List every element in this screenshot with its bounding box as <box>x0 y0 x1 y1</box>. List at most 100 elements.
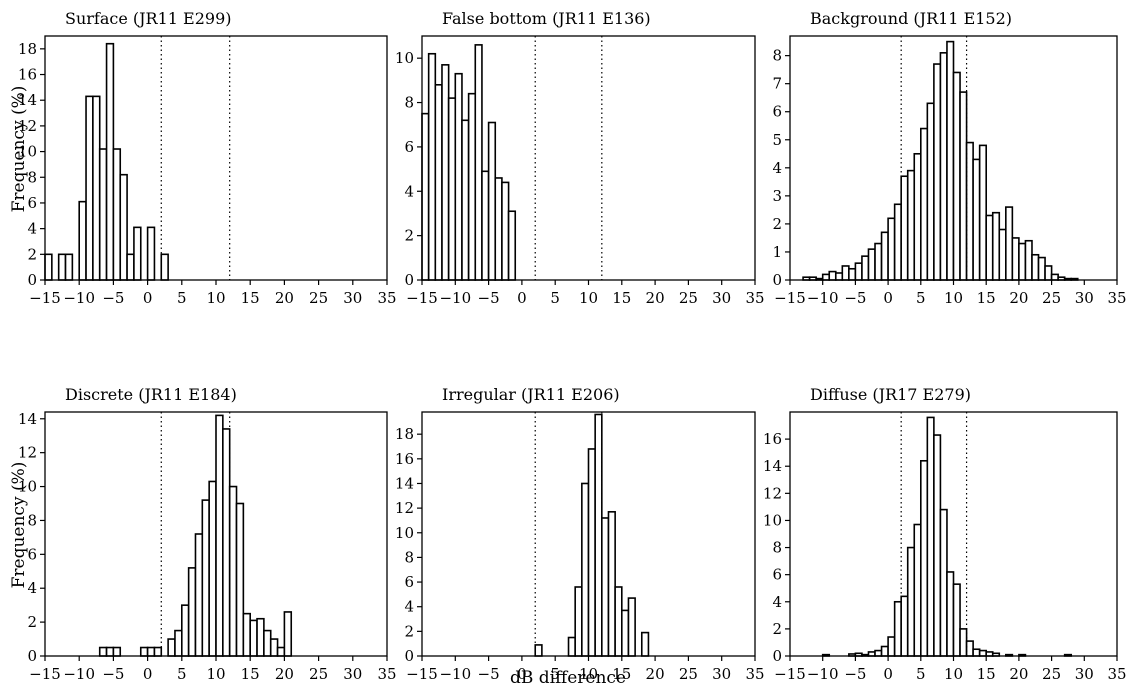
x-tick-label: −5 <box>478 665 500 683</box>
x-tick-label: 5 <box>550 289 560 307</box>
y-tick-label: 2 <box>772 215 782 233</box>
histogram-bar <box>952 71 961 281</box>
histogram-bar <box>112 646 122 657</box>
histogram-bar <box>946 571 955 657</box>
x-tick-label: 10 <box>579 289 598 307</box>
y-tick-label: 1 <box>772 243 782 261</box>
histogram-bar <box>256 617 265 657</box>
y-tick-label: 8 <box>772 47 782 65</box>
x-tick-label: −15 <box>406 289 438 307</box>
histogram-bar <box>587 448 596 657</box>
chart-panel: −15 −10 −5 0 5 10 15 20 25 30 35 0 1 2 3 4 5 6 7 8 Backgroun… <box>772 9 1126 307</box>
y-tick-label: 12 <box>763 484 782 502</box>
x-tick-label: −15 <box>29 665 61 683</box>
x-tick-label: −15 <box>29 289 61 307</box>
x-tick-label: 15 <box>977 289 996 307</box>
histogram-bar <box>900 175 909 281</box>
y-tick-label: 2 <box>27 613 37 631</box>
histogram-bar <box>834 272 844 281</box>
x-tick-label: 20 <box>275 289 294 307</box>
histogram-bar <box>1037 256 1046 281</box>
histogram-bar <box>249 619 258 657</box>
x-tick-label: −5 <box>478 289 500 307</box>
y-tick-label: 4 <box>404 182 414 200</box>
histogram-bar <box>567 636 576 657</box>
histogram-bar <box>187 567 197 657</box>
x-tick-label: 0 <box>883 289 893 307</box>
x-tick-label: 15 <box>977 665 996 683</box>
x-tick-label: 15 <box>241 289 260 307</box>
histogram-bar <box>98 148 108 281</box>
y-tick-label: 2 <box>27 245 37 263</box>
panel-title: Background (JR11 E152) <box>810 9 1012 28</box>
y-tick-label: 0 <box>27 271 37 289</box>
x-tick-label: 20 <box>1009 665 1028 683</box>
x-tick-label: −10 <box>807 289 839 307</box>
y-tick-label: 10 <box>395 49 414 67</box>
x-tick-label: 25 <box>309 289 328 307</box>
y-tick-label: 6 <box>772 566 782 584</box>
y-tick-label: 7 <box>772 75 782 93</box>
histogram-bar <box>242 612 252 657</box>
chart-panel: −15 −10 −5 0 5 10 15 20 25 30 35 0 2 4 6 8 10 12 14 Discret… <box>18 385 397 683</box>
histogram-bar <box>978 144 987 281</box>
histogram-bar <box>427 52 437 281</box>
y-tick-label: 6 <box>404 138 414 156</box>
x-tick-label: 30 <box>712 665 731 683</box>
y-tick-label: 0 <box>404 647 414 665</box>
x-tick-label: −15 <box>774 665 806 683</box>
histogram-bar <box>44 253 53 281</box>
histogram-bar <box>952 583 961 657</box>
histogram-bar <box>461 119 470 281</box>
y-axis-title-bottom-row: Frequency (%) <box>9 462 29 589</box>
histogram-bar <box>119 173 128 281</box>
histogram-bar <box>959 91 968 281</box>
histogram-bar <box>965 141 974 281</box>
histogram-bar <box>946 40 955 281</box>
histogram-bar <box>160 253 169 281</box>
histogram-bar <box>939 508 948 657</box>
chart-panel: −15 −10 −5 0 5 10 15 20 25 30 35 0 2 4 6 8 10 12 14 16 Diffu… <box>763 385 1127 683</box>
x-tick-label: 20 <box>1009 289 1028 307</box>
y-tick-label: 6 <box>772 103 782 121</box>
x-tick-label: 10 <box>206 289 225 307</box>
x-tick-label: 35 <box>1107 665 1126 683</box>
x-tick-label: 15 <box>241 665 260 683</box>
y-tick-label: 0 <box>404 271 414 289</box>
y-tick-label: 4 <box>772 159 782 177</box>
y-tick-label: 3 <box>772 187 782 205</box>
histogram-bar <box>421 112 430 281</box>
x-tick-label: 10 <box>579 665 598 683</box>
y-tick-label: 8 <box>404 94 414 112</box>
y-tick-label: 2 <box>404 227 414 245</box>
x-tick-label: 35 <box>745 289 764 307</box>
histogram-bar <box>867 248 876 281</box>
y-tick-label: 10 <box>395 524 414 542</box>
histogram-bar <box>276 646 286 657</box>
x-tick-label: −10 <box>807 665 839 683</box>
histogram-bar <box>998 228 1007 281</box>
histogram-bar <box>1018 242 1027 281</box>
x-tick-label: 10 <box>944 289 963 307</box>
y-tick-label: 6 <box>404 573 414 591</box>
histogram-bar <box>926 416 935 657</box>
histogram-bar <box>607 511 616 657</box>
histogram-bar <box>434 84 443 281</box>
histogram-bar <box>959 628 968 657</box>
histogram-bar <box>139 646 149 657</box>
histogram-bar <box>861 255 870 281</box>
histogram-bar <box>574 586 583 657</box>
histogram-bar <box>854 262 863 281</box>
histogram-bar <box>933 434 942 657</box>
histogram-bar <box>614 586 623 657</box>
histogram-bar <box>1011 237 1020 281</box>
x-tick-label: 0 <box>143 289 153 307</box>
y-tick-label: 8 <box>404 548 414 566</box>
histogram-bar <box>1044 265 1053 281</box>
histogram-bar <box>112 148 122 281</box>
y-tick-label: 0 <box>772 647 782 665</box>
histogram-bar <box>972 648 981 657</box>
histogram-bar <box>972 158 981 281</box>
histogram-bar <box>1050 273 1059 281</box>
